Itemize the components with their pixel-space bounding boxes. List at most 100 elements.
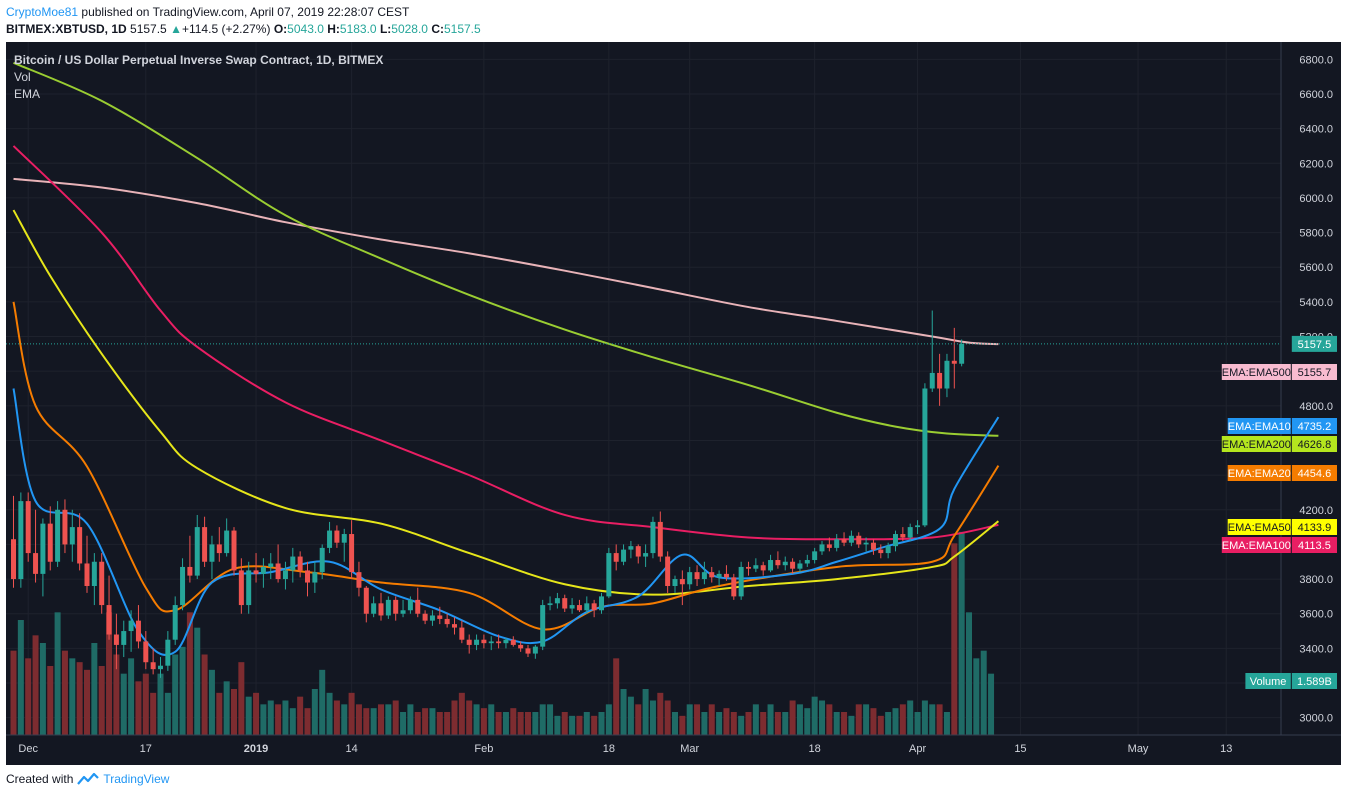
candle-body[interactable] <box>84 563 90 587</box>
indicator-vol-label[interactable]: Vol <box>14 70 31 84</box>
candle-body[interactable] <box>444 618 450 625</box>
candle-body[interactable] <box>77 527 83 564</box>
candle-body[interactable] <box>238 570 244 606</box>
candle-body[interactable] <box>768 560 774 571</box>
candle-body[interactable] <box>951 360 957 364</box>
candle-body[interactable] <box>452 624 457 628</box>
ema-axis-label[interactable]: EMA:EMA10 4735.2 <box>1227 418 1337 434</box>
candle-body[interactable] <box>591 603 597 611</box>
candle-body[interactable] <box>510 639 516 645</box>
tradingview-brand[interactable]: TradingView <box>103 772 170 786</box>
candle-body[interactable] <box>584 603 590 611</box>
candle-body[interactable] <box>753 565 759 569</box>
candle-body[interactable] <box>650 521 656 554</box>
candle-body[interactable] <box>378 603 384 616</box>
ema-axis-label[interactable]: EMA:EMA20 4454.6 <box>1227 465 1337 481</box>
candle-body[interactable] <box>216 544 222 554</box>
ema-line[interactable] <box>12 145 999 541</box>
candle-body[interactable] <box>400 610 406 614</box>
candle-body[interactable] <box>474 639 480 645</box>
candle-body[interactable] <box>69 527 75 545</box>
candle-body[interactable] <box>599 596 604 611</box>
candle-body[interactable] <box>782 561 788 566</box>
candle-body[interactable] <box>165 639 171 666</box>
candle-body[interactable] <box>503 639 509 644</box>
candle-body[interactable] <box>496 641 502 644</box>
candle-body[interactable] <box>812 551 818 561</box>
candle-body[interactable] <box>760 565 766 571</box>
candle-body[interactable] <box>606 553 612 597</box>
candle-body[interactable] <box>327 530 333 548</box>
candle-body[interactable] <box>349 534 355 573</box>
candle-body[interactable] <box>841 539 847 543</box>
candle-body[interactable] <box>91 561 97 587</box>
candle-body[interactable] <box>99 561 105 606</box>
candle-body[interactable] <box>363 587 369 614</box>
ema-axis-label[interactable]: EMA:EMA200 4626.8 <box>1222 436 1337 452</box>
candle-body[interactable] <box>488 641 494 644</box>
candle-body[interactable] <box>907 527 913 538</box>
candle-body[interactable] <box>746 566 751 569</box>
candle-body[interactable] <box>848 535 854 543</box>
candle-body[interactable] <box>701 572 707 580</box>
candle-body[interactable] <box>415 599 421 614</box>
candle-body[interactable] <box>679 579 685 585</box>
ema-line[interactable] <box>12 301 1000 631</box>
author-link[interactable]: CryptoMoe81 <box>6 5 79 19</box>
candle-body[interactable] <box>202 527 208 562</box>
candle-body[interactable] <box>665 556 671 587</box>
candle-body[interactable] <box>532 646 538 654</box>
candle-body[interactable] <box>341 534 347 543</box>
candle-body[interactable] <box>576 605 582 611</box>
candle-body[interactable] <box>518 644 524 649</box>
candle-body[interactable] <box>459 627 465 640</box>
ema-axis-label[interactable]: EMA:EMA50 4133.9 <box>1227 519 1337 535</box>
candle-body[interactable] <box>305 570 310 583</box>
candle-body[interactable] <box>194 527 200 576</box>
candle-body[interactable] <box>554 598 560 604</box>
candle-body[interactable] <box>429 615 435 621</box>
candle-body[interactable] <box>209 544 215 562</box>
candle-body[interactable] <box>55 509 61 562</box>
candle-body[interactable] <box>804 560 810 564</box>
candle-body[interactable] <box>613 553 619 562</box>
candle-body[interactable] <box>944 360 950 389</box>
candle-body[interactable] <box>371 603 377 614</box>
candle-body[interactable] <box>11 539 16 580</box>
candle-body[interactable] <box>525 648 531 654</box>
candle-body[interactable] <box>224 530 230 554</box>
candle-body[interactable] <box>687 572 693 585</box>
ema-line[interactable] <box>13 177 999 346</box>
price-chart[interactable]: 3000.03200.03400.03600.03800.04000.04200… <box>6 42 1341 765</box>
candle-body[interactable] <box>18 501 24 580</box>
candle-body[interactable] <box>738 566 744 597</box>
candle-body[interactable] <box>25 501 31 554</box>
candle-body[interactable] <box>437 615 443 619</box>
candle-body[interactable] <box>628 546 634 550</box>
ema-axis-label[interactable]: EMA:EMA100 4113.5 <box>1222 537 1337 553</box>
candle-body[interactable] <box>885 546 891 554</box>
candle-body[interactable] <box>385 599 391 616</box>
candle-body[interactable] <box>863 542 869 545</box>
chart-frame[interactable]: 3000.03200.03400.03600.03800.04000.04200… <box>6 42 1341 765</box>
candle-body[interactable] <box>282 570 288 580</box>
candle-body[interactable] <box>900 534 906 538</box>
candle-body[interactable] <box>716 573 722 578</box>
candle-body[interactable] <box>643 553 649 557</box>
candle-body[interactable] <box>40 523 46 574</box>
candle-body[interactable] <box>709 572 715 578</box>
candle-body[interactable] <box>694 572 700 580</box>
candle-body[interactable] <box>393 599 399 614</box>
ema-line[interactable] <box>13 61 999 437</box>
candle-body[interactable] <box>319 547 325 573</box>
candle-body[interactable] <box>797 563 803 569</box>
candle-body[interactable] <box>150 662 156 670</box>
candle-body[interactable] <box>621 549 627 562</box>
candle-body[interactable] <box>187 566 193 576</box>
candle-body[interactable] <box>775 560 781 566</box>
candle-body[interactable] <box>62 509 68 545</box>
volume-axis-label[interactable]: Volume 1.589B <box>1245 673 1337 689</box>
candle-body[interactable] <box>547 603 553 606</box>
candle-body[interactable] <box>937 372 943 389</box>
candle-body[interactable] <box>290 556 296 571</box>
